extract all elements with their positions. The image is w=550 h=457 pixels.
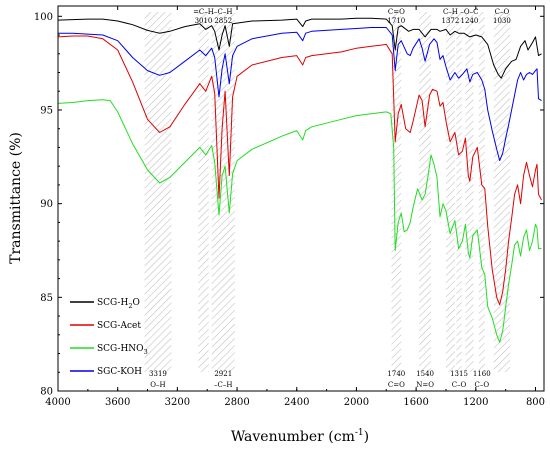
- band-label: 1030: [493, 17, 511, 25]
- band-label: N=O: [416, 381, 434, 389]
- legend: SCG-H2O SCG-Acet SCG-HNO3 SGC-KOH: [70, 298, 148, 377]
- band-label: 1240: [461, 17, 479, 25]
- band-label: O–H: [150, 381, 165, 389]
- y-axis-title: Transmittance (%): [8, 132, 24, 264]
- legend-label-text: SCG-H: [97, 298, 128, 308]
- band-label: 2852: [214, 17, 232, 25]
- x-tick-label: 800: [526, 397, 545, 408]
- legend-label-text: SCG-Acet: [97, 321, 141, 331]
- band-label: C–H: [443, 8, 458, 16]
- band-highlights: [144, 12, 511, 372]
- y-tick-label: 90: [40, 199, 53, 210]
- x-tick-label: 1600: [403, 397, 428, 408]
- x-tick-label: 1200: [463, 397, 488, 408]
- band-label: C–O: [452, 381, 467, 389]
- legend-label-text: SCG-HNO: [97, 344, 144, 354]
- x-tick-label: 4000: [45, 397, 70, 408]
- band-highlight: [211, 12, 235, 372]
- band-labels: 3319O–H=C–H3010–C–H28522921–C–HC=O171017…: [149, 8, 511, 389]
- band-highlight: [456, 12, 462, 372]
- band-highlight: [493, 12, 511, 372]
- band-label: 3010: [195, 17, 213, 25]
- legend-label-tail: O: [132, 298, 139, 308]
- band-label: 1160: [473, 370, 491, 378]
- band-label: –O–C: [460, 8, 478, 16]
- band-label: 1710: [387, 17, 405, 25]
- band-label: –C–H: [214, 381, 232, 389]
- band-label: C–O: [495, 8, 510, 16]
- series-line-3: [58, 27, 542, 162]
- y-tick-label: 80: [40, 387, 53, 398]
- y-tick-label: 85: [40, 293, 53, 304]
- x-tick-label: 2800: [224, 397, 249, 408]
- legend-label: SCG-HNO3: [97, 344, 148, 356]
- legend-label: SGC-KOH: [97, 367, 142, 377]
- x-axis-title-text: Wavenumber (cm: [231, 429, 355, 445]
- band-label: C–O: [474, 381, 489, 389]
- x-tick-label: 3600: [105, 397, 130, 408]
- y-tick-label: 95: [40, 105, 53, 116]
- band-highlight: [144, 12, 172, 372]
- x-axis-title-sup: -1: [355, 428, 364, 438]
- y-tick-label: 100: [34, 12, 53, 23]
- x-tick-label: 2000: [344, 397, 369, 408]
- band-label: 2921: [214, 370, 232, 378]
- legend-label-sub: 3: [144, 348, 148, 356]
- legend-label-text: SGC-KOH: [97, 367, 142, 377]
- legend-label: SCG-Acet: [97, 321, 141, 331]
- x-axis-title: Wavenumber (cm-1): [231, 428, 369, 445]
- band-highlight: [478, 12, 485, 372]
- band-label: C=O: [388, 8, 405, 16]
- x-axis-title-close: ): [364, 429, 369, 445]
- spectra-lines: [58, 17, 542, 343]
- band-highlight: [391, 12, 402, 372]
- legend-label: SCG-H2O: [97, 298, 140, 310]
- plot-frame: [57, 5, 545, 392]
- legend-label-sub: 2: [128, 302, 132, 310]
- band-label: –C–H: [214, 8, 232, 16]
- band-label: 1740: [387, 370, 405, 378]
- band-label: C=O: [388, 381, 405, 389]
- series-line-0: [58, 17, 542, 79]
- band-highlight: [198, 12, 209, 372]
- band-label: 1315: [450, 370, 468, 378]
- x-tick-label: 2400: [284, 397, 309, 408]
- band-label: 3319: [149, 370, 167, 378]
- series-line-2: [58, 99, 542, 343]
- band-label: 1372: [442, 17, 460, 25]
- band-highlight: [445, 12, 455, 372]
- band-label: =C–H: [193, 8, 214, 16]
- series-line-1: [58, 35, 542, 306]
- band-label: 1540: [416, 370, 434, 378]
- x-tick-label: 3200: [165, 397, 190, 408]
- axes: 4000 3600 3200 2800 2400 2000 1600 1200 800 100 95…: [34, 6, 545, 408]
- band-highlight: [465, 12, 474, 372]
